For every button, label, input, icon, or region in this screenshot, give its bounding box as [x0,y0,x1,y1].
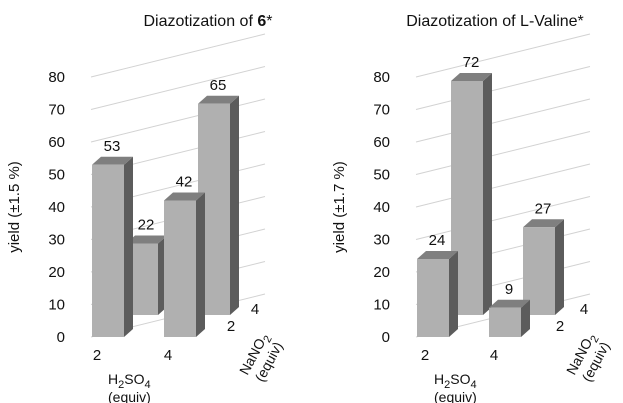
data-label: 27 [535,200,552,217]
data-label: 24 [429,232,446,249]
y-tick-label: 20 [48,264,65,281]
z-tick-label: 4 [251,301,259,318]
bar [489,299,530,337]
y-tick-label: 0 [57,329,65,346]
x-axis-label-unit: (equiv) [434,389,477,403]
y-tick-label: 70 [373,102,390,119]
bar [164,192,205,337]
bar-top [198,95,239,104]
bar-top [417,251,458,259]
y-tick-label: 60 [48,134,65,151]
bars [92,95,239,337]
gridline [415,98,591,143]
y-tick-label: 10 [373,297,390,314]
data-label: 42 [176,174,193,191]
x-tick-label: 4 [164,347,172,364]
x-axis-label-unit: (equiv) [108,389,151,403]
x-tick-label: 4 [490,347,498,364]
x-tick-label: 2 [93,347,101,364]
bar-side [555,219,564,315]
y-tick-label: 60 [373,134,390,151]
bar [417,251,458,337]
y-tick-label: 40 [48,199,65,216]
gridline [90,66,266,110]
bar-top [164,192,205,201]
bar-top [523,219,564,228]
data-label: 22 [138,217,155,234]
gridline [415,131,591,175]
z-tick-label: 4 [580,301,588,318]
bars [417,73,564,337]
y-axis-label: yield (±1.5 %) [6,161,23,253]
chart-title: Diazotization of L-Valine* [406,13,584,30]
bar-side [521,299,530,337]
z-tick-label: 2 [227,318,235,335]
bar-front [417,259,449,337]
bar [92,156,133,337]
bar-front [92,164,124,337]
y-tick-label: 30 [48,232,65,249]
z-tick-label: 2 [556,318,564,335]
gridline [415,33,591,78]
bar-front [489,307,521,337]
y-tick-label: 80 [373,69,390,86]
y-axis-label: yield (±1.7 %) [331,161,348,253]
bar-side [196,192,205,337]
y-tick-label: 70 [48,102,65,119]
y-tick-label: 50 [48,167,65,184]
gridline [415,66,591,110]
x-axis-label: H2SO4 [108,371,151,391]
bar-side [483,73,492,315]
chart-title: Diazotization of 6* [144,13,273,30]
x-axis-label: H2SO4 [434,371,477,391]
y-tick-label: 0 [382,329,390,346]
y-tick-label: 30 [373,232,390,249]
y-tick-label: 20 [373,264,390,281]
data-label: 72 [463,54,480,71]
y-tick-label: 80 [48,69,65,86]
x-tick-label: 2 [421,347,429,364]
bar-top [126,235,167,244]
y-tick-label: 10 [48,297,65,314]
bar-side [230,95,239,315]
z-axis-label-group: NaNO2(equiv) [236,334,286,385]
chart-right: 0 10 20 30 40 50 60 70 80 Diazotization of L-Vali… [331,13,613,403]
y-tick-label: 50 [373,167,390,184]
gridline [415,163,591,208]
bar-side [449,251,458,337]
data-label: 65 [210,77,227,94]
gridline [90,33,266,78]
data-label: 53 [104,138,121,155]
z-axis-label-group: NaNO2(equiv) [563,334,613,385]
bar-front [164,200,196,337]
bar-top [92,156,133,165]
data-label: 9 [505,281,513,298]
chart-left: 0 10 20 30 40 50 60 70 80 Diazotization of 6* yiel… [6,13,286,403]
bar-top [489,299,530,308]
gridline [415,196,591,240]
y-tick-label: 40 [373,199,390,216]
bar-top [451,73,492,81]
bar-side [124,156,133,337]
